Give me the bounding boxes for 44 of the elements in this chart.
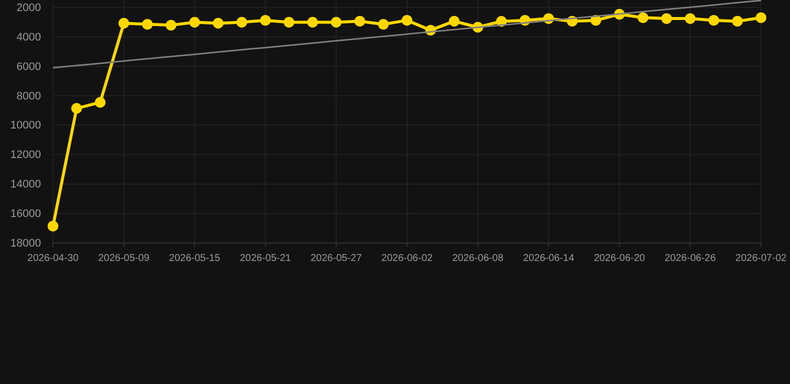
point (378, 18, 389, 30)
x-tick-label: 2026-04-30 (27, 253, 80, 264)
point (284, 16, 294, 28)
point (402, 14, 412, 26)
y-tick-label: 10000 (10, 120, 41, 132)
point (212, 18, 224, 29)
y-tick-label: 18000 (10, 238, 41, 250)
y-tick-label: 14000 (10, 178, 41, 191)
x-tick-label: 2026-05-21 (240, 253, 292, 264)
point (638, 12, 648, 24)
point (756, 12, 766, 24)
point (448, 16, 460, 27)
point (732, 16, 743, 27)
point (189, 16, 200, 28)
point (166, 20, 176, 31)
x-tick-label: 2026-07-02 (735, 253, 788, 264)
y-tick-label: 8000 (16, 90, 41, 102)
point (118, 18, 130, 29)
point (260, 14, 271, 26)
x-tick-label: 2026-05-15 (169, 253, 221, 264)
x-tick-label: 2026-05-27 (310, 253, 362, 264)
x-tick-label: 2026-06-08 (452, 253, 504, 264)
x-tick-label: 2026-06-02 (381, 253, 434, 264)
point (48, 220, 58, 232)
point (684, 13, 696, 24)
y-tick-label: 16000 (10, 208, 41, 220)
x-tick-label: 2026-05-09 (98, 253, 150, 264)
point (94, 97, 106, 108)
x-tick-label: 2026-06-20 (594, 253, 646, 264)
point (236, 16, 248, 28)
y-tick-label: 6000 (16, 60, 41, 73)
y-tick-label: 12000 (10, 149, 41, 162)
point (354, 16, 366, 27)
point (71, 103, 82, 114)
point (307, 16, 318, 28)
x-tick-label: 2026-06-26 (664, 253, 716, 264)
point (708, 14, 720, 26)
point (142, 18, 153, 30)
point (661, 13, 672, 24)
line-series (52, 0, 762, 68)
y-tick-label: 4000 (16, 31, 41, 44)
y-tick-label: 2000 (16, 2, 41, 14)
x-tick-label: 2026-06-14 (523, 253, 575, 264)
point (330, 16, 342, 28)
